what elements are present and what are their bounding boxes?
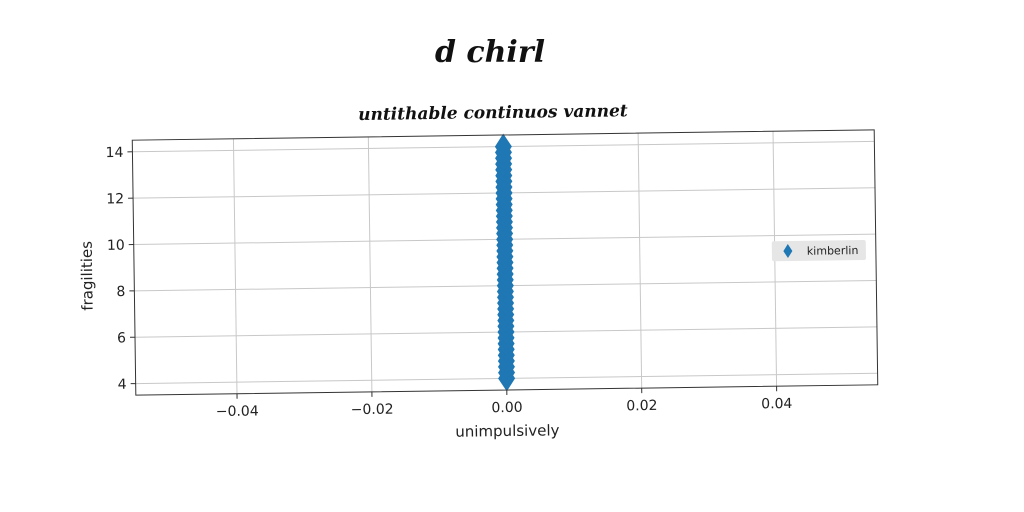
x-tick-label: −0.04	[216, 403, 259, 420]
x-gridline	[637, 133, 643, 389]
y-tick-label: 10	[107, 238, 125, 254]
x-tick-label: 0.02	[626, 398, 657, 414]
x-axis-label: unimpulsively	[455, 421, 559, 440]
scatter-series	[494, 133, 516, 392]
x-gridline	[367, 136, 373, 392]
legend-entry-label: kimberlin	[807, 244, 859, 258]
x-tick-label: 0.00	[491, 400, 522, 416]
x-axis-ticks: −0.04 −0.02 0.00 0.02 0.04	[216, 386, 793, 420]
legend-marker-diamond-icon	[783, 244, 793, 259]
y-axis-label: fragilities	[78, 241, 97, 311]
y-axis-ticks: 4 6 8 10 12 14	[106, 145, 136, 393]
y-tick-label: 14	[106, 145, 124, 161]
y-tick-label: 8	[116, 284, 125, 300]
y-tick-label: 4	[118, 377, 127, 393]
x-gridline	[232, 138, 238, 394]
plot-area: untithable continuos vannet −0.04 −0.02 0.…	[78, 101, 879, 441]
x-tick-label: 0.04	[761, 396, 792, 412]
chart-title: untithable continuos vannet	[358, 101, 628, 125]
legend-box	[771, 239, 866, 262]
legend: kimberlin	[771, 239, 866, 262]
figure-suptitle: d chirl	[435, 35, 545, 70]
scatter-point	[494, 133, 512, 160]
y-tick-label: 6	[117, 330, 126, 346]
y-tick-label: 12	[106, 191, 124, 207]
x-tick-label: −0.02	[351, 402, 394, 419]
